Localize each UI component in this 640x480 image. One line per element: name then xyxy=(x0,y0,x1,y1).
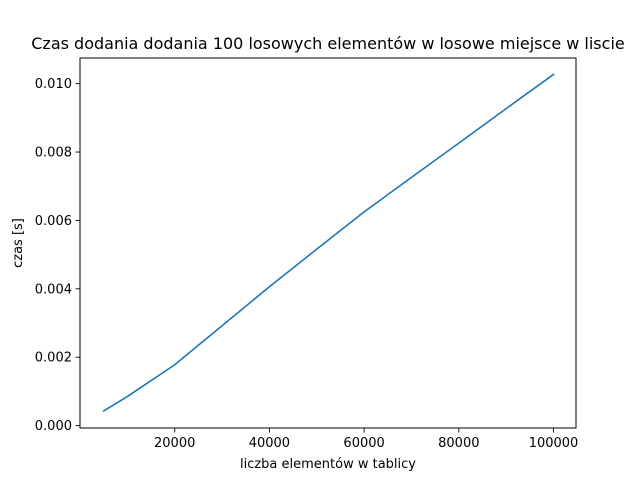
chart-title: Czas dodania dodania 100 losowych elemen… xyxy=(31,34,624,53)
y-tick-label: 0.000 xyxy=(35,419,72,434)
plot-area xyxy=(102,73,555,412)
series-line-0 xyxy=(102,73,555,412)
y-tick-label: 0.010 xyxy=(35,77,72,92)
y-tick-label: 0.008 xyxy=(35,146,72,161)
x-tick-label: 100000 xyxy=(529,436,579,451)
x-tick-label: 20000 xyxy=(154,436,195,451)
y-tick-label: 0.004 xyxy=(35,282,72,297)
x-axis: 20000 40000 60000 80000 100000 xyxy=(154,428,578,451)
plot-frame xyxy=(79,57,577,429)
x-axis-label: liczba elementów w tablicy xyxy=(240,457,416,472)
y-axis: 0.000 0.002 0.004 0.006 0.008 0.010 xyxy=(35,77,80,434)
x-tick-label: 40000 xyxy=(249,436,290,451)
y-axis-label: czas [s] xyxy=(11,218,26,268)
y-tick-label: 0.002 xyxy=(35,351,72,366)
y-tick-label: 0.006 xyxy=(35,214,72,229)
x-tick-label: 80000 xyxy=(438,436,479,451)
x-tick-label: 60000 xyxy=(343,436,384,451)
